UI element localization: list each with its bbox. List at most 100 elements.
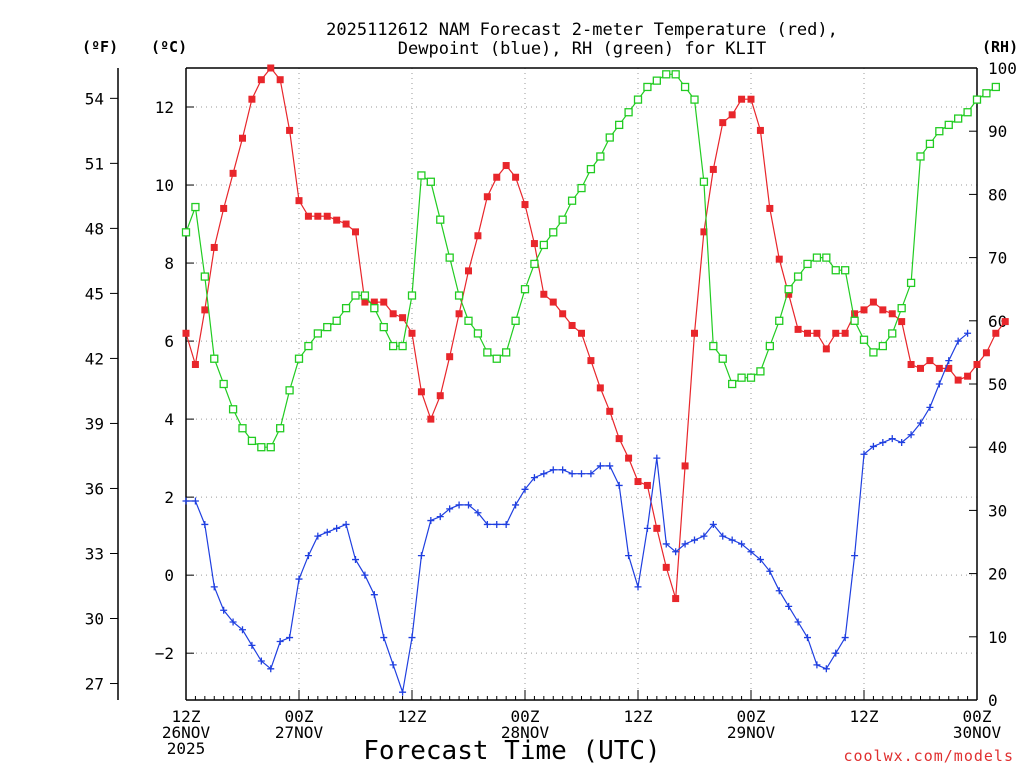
dewpoint-point xyxy=(370,591,378,599)
dewpoint-point xyxy=(408,634,416,642)
dewpoint-point xyxy=(502,520,510,528)
rh-point xyxy=(586,164,596,174)
dewpoint-point xyxy=(342,520,350,528)
temperature-point xyxy=(380,298,388,306)
celsius-tick-label: 0 xyxy=(164,566,174,585)
temperature-point xyxy=(417,388,425,396)
dewpoint-point xyxy=(785,602,793,610)
temperature-point xyxy=(549,298,557,306)
temperature-point xyxy=(446,353,454,361)
temperature-point xyxy=(681,462,689,470)
temperature-point xyxy=(352,228,359,236)
fahrenheit-tick-label: 36 xyxy=(85,479,104,498)
temperature-point xyxy=(766,204,774,212)
rh-point xyxy=(888,329,897,338)
temperature-point xyxy=(973,360,981,368)
dewpoint-point xyxy=(521,485,529,493)
chart-title-line1: 2025112612 NAM Forecast 2-meter Temperat… xyxy=(326,20,838,40)
rh-point xyxy=(436,215,445,224)
rh-point xyxy=(690,95,699,104)
rh-point xyxy=(473,329,483,338)
rh-point xyxy=(906,278,916,288)
dewpoint-point xyxy=(304,552,312,560)
celsius-tick-label: 6 xyxy=(164,332,174,351)
temperature-point xyxy=(502,162,510,170)
temperature-point xyxy=(888,310,896,318)
rh-point xyxy=(549,228,558,237)
rh-point xyxy=(897,304,906,313)
dewpoint-point xyxy=(314,532,322,540)
rh-point xyxy=(633,95,643,104)
temperature-point xyxy=(493,173,501,181)
rh-point xyxy=(520,285,530,294)
rh-tick-label: 70 xyxy=(988,249,1007,268)
rh-point xyxy=(925,139,935,148)
temperature-point xyxy=(304,212,312,220)
temperature-point xyxy=(559,310,567,318)
dewpoint-point xyxy=(380,634,388,642)
temperature-point xyxy=(512,173,520,181)
temperature-point xyxy=(182,329,190,337)
dewpoint-point xyxy=(540,470,548,478)
temperature-point xyxy=(295,197,303,205)
rh-point xyxy=(878,341,887,351)
temperature-point xyxy=(323,212,331,220)
rh-point xyxy=(963,108,972,117)
rh-point xyxy=(699,177,709,186)
fahrenheit-tick-label: 51 xyxy=(85,154,104,173)
temperature-point xyxy=(578,329,585,337)
temperature-point xyxy=(898,318,906,326)
dewpoint-point xyxy=(201,520,209,528)
temperature-point xyxy=(832,329,840,337)
series-temperature xyxy=(182,64,1009,603)
temperature-point xyxy=(408,329,416,337)
dewpoint-point xyxy=(578,470,585,478)
fahrenheit-tick-label: 39 xyxy=(85,414,104,433)
rh-point xyxy=(323,322,332,332)
dewpoint-point xyxy=(483,520,491,528)
rh-point xyxy=(313,329,322,338)
temperature-point xyxy=(568,321,576,329)
temperature-point xyxy=(436,392,444,400)
dewpoint-point xyxy=(587,470,595,478)
dewpoint-point xyxy=(869,442,877,450)
temperature-point xyxy=(333,216,341,224)
series-line xyxy=(186,332,968,693)
rh-point xyxy=(181,228,191,237)
temperature-point xyxy=(342,220,350,228)
credit-text[interactable]: coolwx.com/models xyxy=(843,747,1014,765)
temperature-point xyxy=(191,360,199,368)
x-tick-label: 26NOV xyxy=(162,723,211,742)
rh-point xyxy=(765,341,774,351)
rh-point xyxy=(756,367,765,376)
temperature-point xyxy=(587,357,595,365)
dewpoint-point xyxy=(417,552,425,560)
rh-tick-label: 40 xyxy=(988,438,1007,457)
series-rh xyxy=(181,70,1000,452)
rh-point xyxy=(511,316,520,325)
temperature-point xyxy=(879,306,887,314)
x-tick-label: 28NOV xyxy=(501,723,550,742)
rh-tick-label: 50 xyxy=(988,375,1007,394)
rh-point xyxy=(304,341,313,351)
rh-point xyxy=(605,133,614,142)
fahrenheit-tick-label: 45 xyxy=(85,284,104,303)
dewpoint-point xyxy=(389,661,397,669)
temperature-point xyxy=(606,407,614,415)
rh-point xyxy=(680,82,690,92)
rh-point xyxy=(709,341,718,351)
rh-point xyxy=(954,114,963,123)
rh-point xyxy=(746,373,756,382)
x-tick-label: 12Z xyxy=(850,707,879,726)
dewpoint-point xyxy=(794,618,802,626)
rh-point xyxy=(577,183,586,193)
celsius-tick-label: 4 xyxy=(164,410,174,429)
dewpoint-point xyxy=(888,435,896,443)
dewpoint-point xyxy=(662,540,670,548)
rh-point xyxy=(972,95,982,104)
rh-tick-label: 100 xyxy=(988,59,1017,78)
temperature-point xyxy=(945,364,953,372)
rh-tick-label: 80 xyxy=(988,185,1007,204)
rh-point xyxy=(935,127,944,136)
dewpoint-point xyxy=(879,439,887,447)
